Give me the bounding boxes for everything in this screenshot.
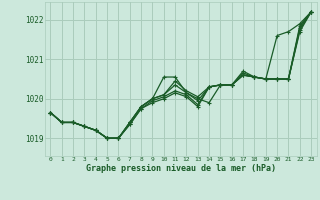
X-axis label: Graphe pression niveau de la mer (hPa): Graphe pression niveau de la mer (hPa): [86, 164, 276, 173]
